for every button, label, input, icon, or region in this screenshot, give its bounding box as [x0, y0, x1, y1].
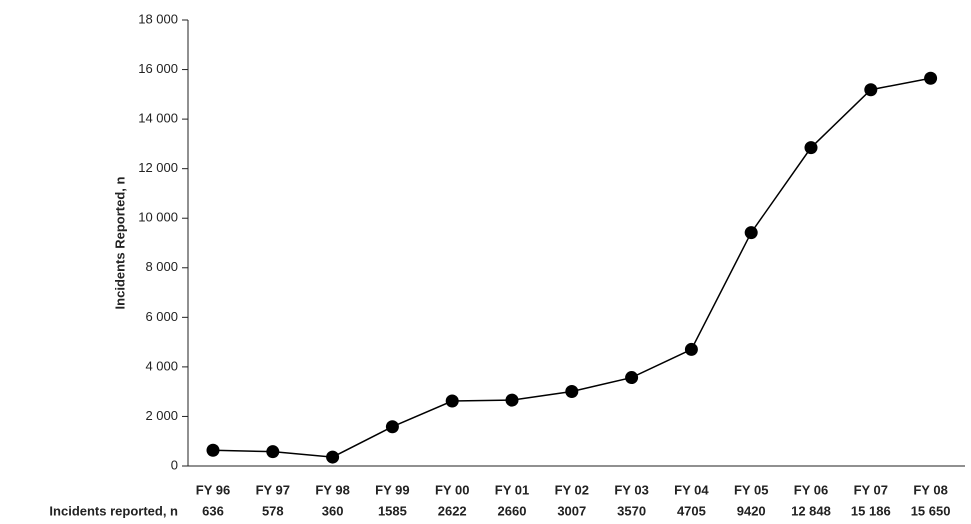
point	[625, 371, 639, 385]
value-label: 360	[322, 503, 344, 518]
point	[804, 141, 818, 155]
point	[326, 450, 340, 464]
y-tick-label: 12 000	[138, 160, 178, 175]
y-tick-label: 10 000	[138, 210, 178, 225]
value-label: 15 186	[851, 503, 891, 518]
value-label: 578	[262, 503, 284, 518]
point	[266, 445, 280, 459]
x-tick-label: FY 98	[315, 482, 349, 497]
y-tick-label: 18 000	[138, 11, 178, 26]
x-tick-label: FY 99	[375, 482, 409, 497]
y-tick-label: 4 000	[145, 358, 178, 373]
table-label: Incidents reported, n	[49, 503, 178, 518]
x-tick-label: FY 96	[196, 482, 230, 497]
point	[385, 420, 399, 434]
x-tick-label: FY 06	[794, 482, 828, 497]
x-tick-label: FY 02	[555, 482, 589, 497]
value-label: 3007	[557, 503, 586, 518]
value-label: 2622	[438, 503, 467, 518]
line	[212, 77, 931, 458]
value-label: 3570	[617, 503, 646, 518]
y-tick-label: 2 000	[145, 408, 178, 423]
y-tick-label: 14 000	[138, 111, 178, 126]
point	[505, 393, 519, 407]
value-label: 4705	[677, 503, 706, 518]
point	[445, 394, 459, 408]
value-label: 636	[202, 503, 224, 518]
x-tick-label: FY 00	[435, 482, 469, 497]
point	[864, 83, 878, 97]
value-label: 12 848	[791, 503, 831, 518]
y-tick-label: 16 000	[138, 61, 178, 76]
point	[684, 342, 698, 356]
x-tick-label: FY 08	[913, 482, 947, 497]
x-tick-label: FY 97	[256, 482, 290, 497]
x-tick-label: FY 03	[614, 482, 648, 497]
value-label: 9420	[737, 503, 766, 518]
value-label: 2660	[498, 503, 527, 518]
value-label: 15 650	[911, 503, 951, 518]
x-tick-label: FY 04	[674, 482, 709, 497]
point	[924, 71, 938, 85]
y-tick-label: 6 000	[145, 309, 178, 324]
point	[565, 384, 579, 398]
x-tick-label: FY 07	[854, 482, 888, 497]
x-tick-label: FY 05	[734, 482, 768, 497]
value-label: 1585	[378, 503, 407, 518]
point	[206, 443, 220, 457]
y-axis-label: Incidents Reported, n	[112, 176, 127, 309]
x-tick-label: FY 01	[495, 482, 529, 497]
y-tick-label: 8 000	[145, 259, 178, 274]
y-tick-label: 0	[171, 457, 178, 472]
point	[744, 226, 758, 240]
